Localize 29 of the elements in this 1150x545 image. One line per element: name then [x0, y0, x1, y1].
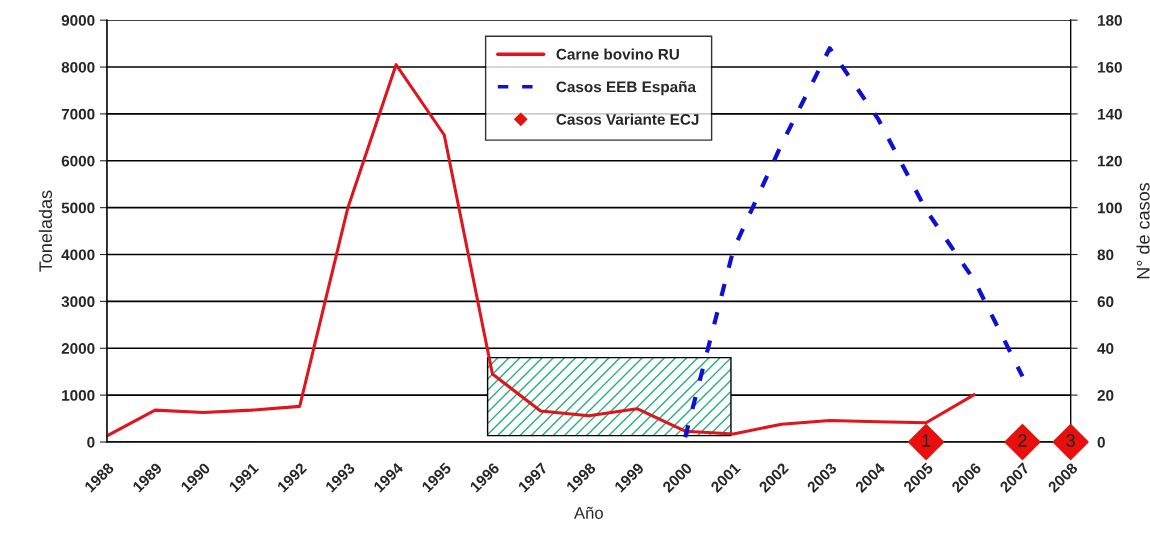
y2-tick-label: 60 [1097, 296, 1114, 308]
annotation: 2 [1018, 434, 1027, 447]
y-axis-title: Toneladas [38, 190, 53, 272]
y-tick-label: 4000 [61, 249, 95, 261]
y2-tick-label: 120 [1098, 155, 1122, 167]
annotation: 3 [1066, 434, 1075, 447]
y2-tick-label: 180 [1098, 15, 1122, 26]
y2-tick-label: 100 [1098, 202, 1122, 214]
y2-tick-label: 40 [1097, 343, 1114, 354]
y2-tick-label: 140 [1098, 108, 1122, 120]
y-tick-label: 6000 [61, 155, 95, 167]
y2-tick-label: 0 [1097, 436, 1105, 448]
y-tick-label: 2000 [61, 343, 95, 354]
y-tick-label: 9000 [61, 15, 95, 26]
y-tick-label: 1000 [62, 389, 95, 401]
legend-label: Casos EEB España [556, 81, 697, 96]
annotation: 1 [922, 434, 931, 447]
legend-label: Casos Variante ECJ [556, 113, 699, 125]
y-tick-label: 8000 [61, 61, 95, 73]
y2-tick-label: 160 [1098, 61, 1122, 73]
y2-axis-title: N° de casos [1136, 182, 1150, 279]
y2-tick-label: 20 [1097, 389, 1114, 401]
legend-label: Carne bovino RU [556, 48, 679, 60]
y-tick-label: 7000 [61, 108, 95, 120]
y-tick-label: 0 [87, 436, 95, 448]
y-tick-label: 3000 [61, 296, 95, 308]
y2-tick-label: 80 [1097, 249, 1114, 261]
y-tick-label: 5000 [61, 202, 95, 214]
x-axis-title: Año [574, 506, 603, 519]
